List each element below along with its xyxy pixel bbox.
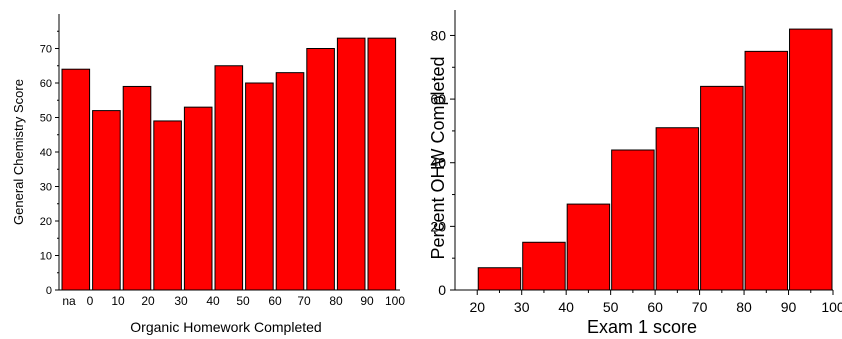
y-tick-label: 0 — [46, 285, 52, 297]
x-tick-label: 70 — [692, 299, 708, 315]
y-tick-label: 70 — [40, 44, 52, 56]
x-tick-label: 30 — [174, 294, 188, 308]
y-tick-label: 20 — [430, 218, 446, 234]
y-tick-label: 0 — [438, 282, 446, 298]
bar — [655, 127, 700, 291]
chart-organic-homework: 0 10 20 30 40 50 60 70 na 0 10 20 30 40 50 60 70 80 90 100 O… — [11, 14, 405, 335]
bar — [61, 68, 91, 291]
x-tick-label: 90 — [360, 294, 374, 308]
x-tick-label: 30 — [514, 299, 530, 315]
x-tick-label: 20 — [141, 294, 155, 308]
x-tick-label: 0 — [87, 294, 94, 308]
y-axis-title: Percent OHW Completed — [428, 56, 448, 259]
bar — [306, 48, 335, 291]
x-tick-label: 20 — [469, 299, 485, 315]
x-tick-label: 40 — [558, 299, 574, 315]
x-tick-label: 60 — [647, 299, 663, 315]
y-tick-label: 10 — [40, 251, 52, 263]
y-tick-label: 50 — [40, 113, 52, 125]
bar — [566, 203, 611, 291]
bar — [477, 267, 522, 291]
x-tick-label: 100 — [821, 299, 842, 315]
bar — [789, 28, 833, 291]
bar — [183, 106, 213, 291]
x-axis-title: Organic Homework Completed — [130, 319, 321, 335]
bar — [275, 72, 305, 291]
x-tick-label: 60 — [268, 294, 282, 308]
y-tick-label: 60 — [430, 91, 446, 107]
y-tick-label: 80 — [430, 27, 446, 43]
bar — [336, 37, 366, 291]
x-tick-label: 70 — [297, 294, 311, 308]
x-tick-label: 10 — [111, 294, 125, 308]
x-tick-label: 80 — [329, 294, 343, 308]
x-axis-title: Exam 1 score — [587, 317, 697, 337]
y-tick-label: 20 — [40, 216, 52, 228]
bar — [611, 149, 655, 291]
y-tick-label: 40 — [430, 155, 446, 171]
x-tick-label: na — [62, 294, 76, 308]
x-tick-label: 50 — [236, 294, 250, 308]
bar — [700, 85, 744, 291]
bar — [122, 85, 152, 291]
x-tick-label: 40 — [206, 294, 220, 308]
y-tick-label: 30 — [40, 182, 52, 194]
chart-exam1-score: 0 20 40 60 80 20 30 40 50 60 70 80 90 100 Exam 1 score… — [428, 10, 842, 337]
bar — [245, 82, 274, 291]
bar — [153, 120, 182, 291]
y-axis-title: General Chemistry Score — [11, 79, 26, 225]
x-tick-label: 100 — [385, 294, 405, 308]
bar — [744, 50, 789, 291]
y-tick-label: 40 — [40, 147, 52, 159]
x-tick-label: 50 — [603, 299, 619, 315]
bar — [92, 110, 121, 291]
bar — [367, 37, 397, 291]
bar — [522, 241, 566, 291]
x-tick-label: 90 — [781, 299, 797, 315]
bar — [214, 65, 244, 291]
x-tick-label: 80 — [736, 299, 752, 315]
y-tick-label: 60 — [40, 78, 52, 90]
